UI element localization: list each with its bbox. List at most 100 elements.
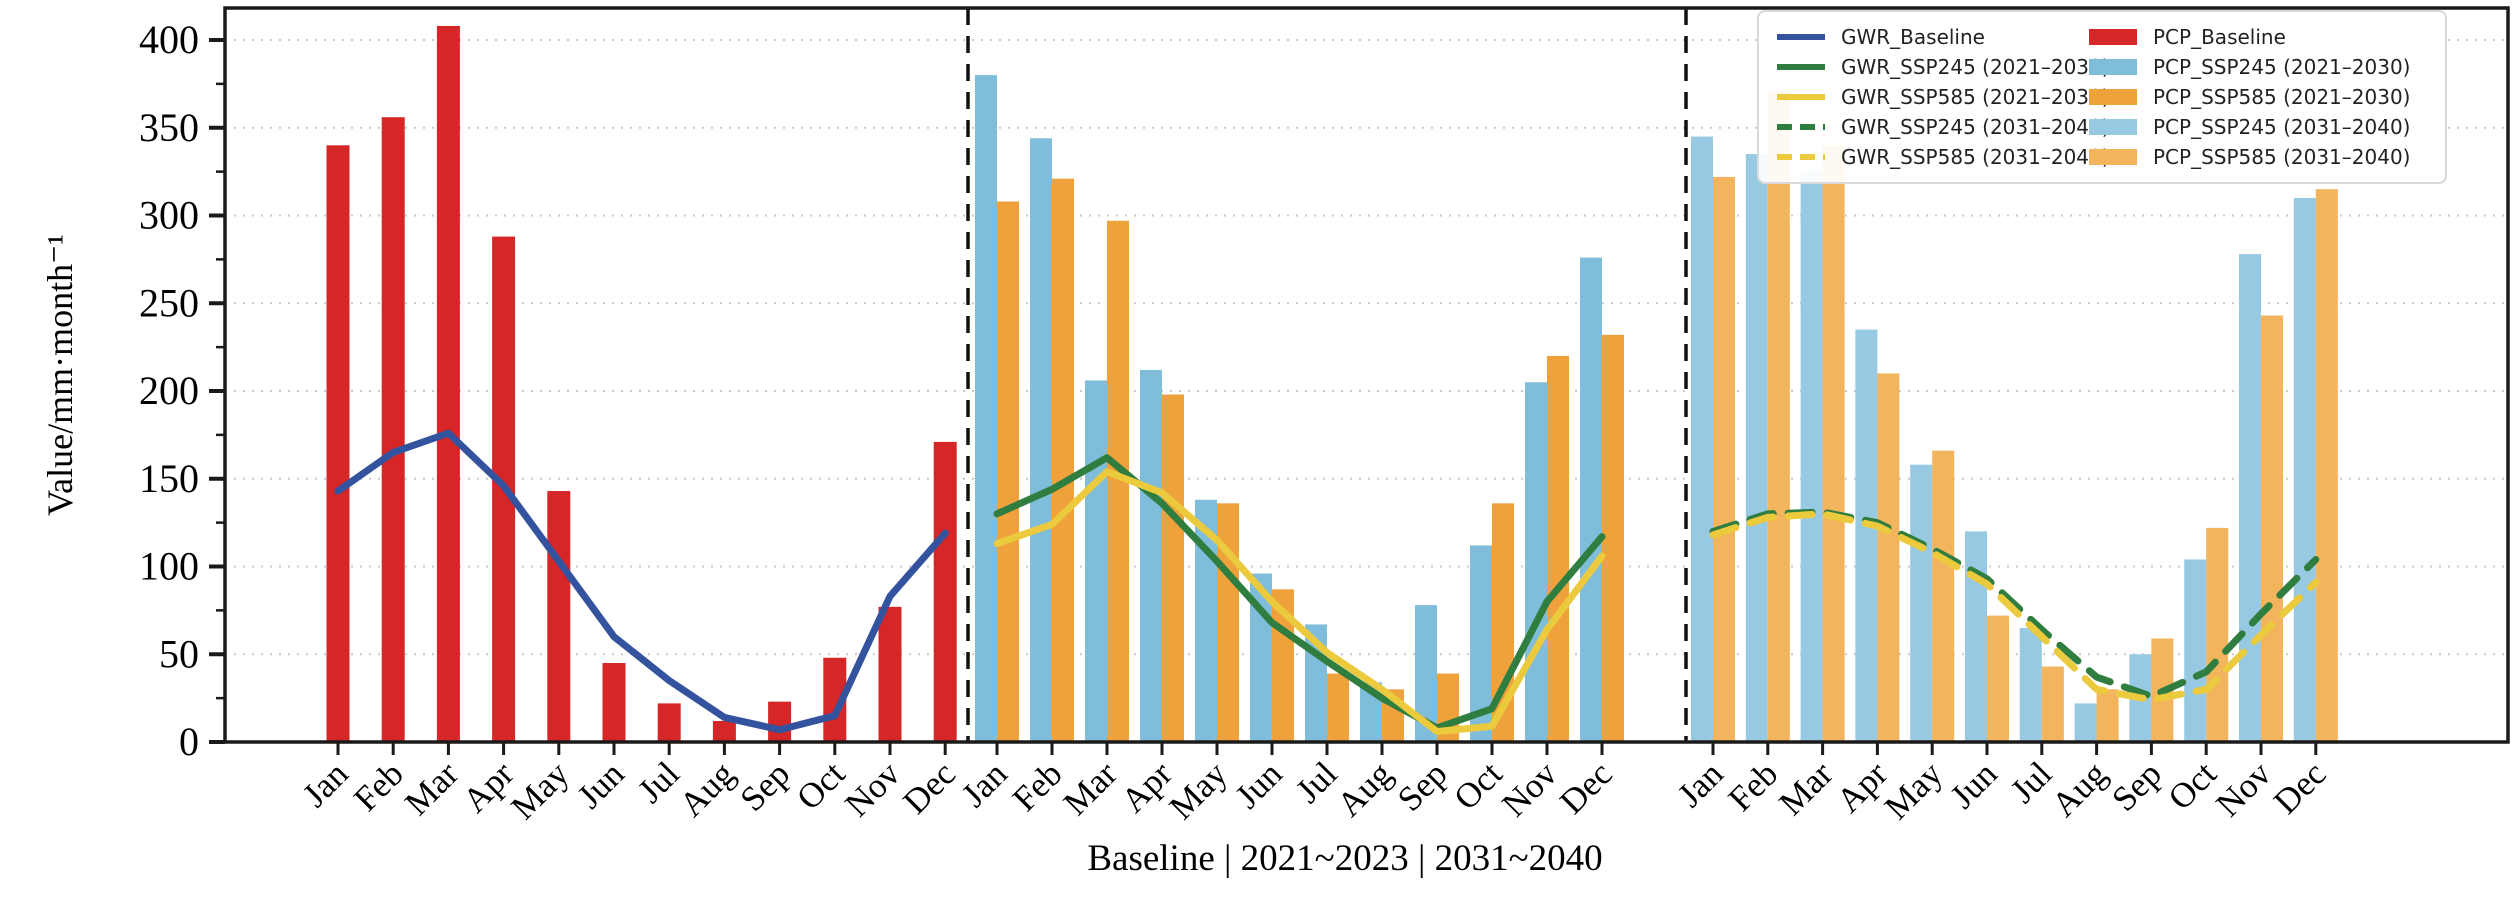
x-tick-label-aug-p1: Aug bbox=[672, 754, 742, 824]
legend-label: PCP_Baseline bbox=[2153, 25, 2286, 49]
bar-pcp-ssp585-2031-2040--Aug bbox=[2096, 689, 2119, 742]
legend-label: PCP_SSP245 (2031–2040) bbox=[2153, 115, 2411, 139]
bar-pcp-ssp585-2031-2040--Jul bbox=[2041, 666, 2064, 742]
line-gwr-ssp585-2021-2030- bbox=[993, 468, 1606, 735]
x-tick-label-jan-p3: Jan bbox=[1670, 754, 1731, 815]
x-tick-label-may-p2: May bbox=[1162, 754, 1235, 827]
legend-item-gwr-baseline: GWR_Baseline bbox=[1775, 25, 2087, 49]
legend-item-gwr-ssp585-2021-2030-: GWR_SSP585 (2021–2030) bbox=[1775, 85, 2110, 109]
legend-label: PCP_SSP585 (2021–2030) bbox=[2153, 85, 2411, 109]
legend-label: GWR_SSP585 (2031–2040) bbox=[1841, 145, 2110, 169]
bar-pcp-baseline-Jan bbox=[326, 145, 350, 743]
bar-pcp-ssp585-2021-2030--Apr bbox=[1162, 394, 1184, 742]
x-tick-label-oct-p2: Oct bbox=[1446, 754, 1510, 818]
line-gwr-ssp585-2031-2040- bbox=[1709, 510, 2320, 704]
bar-pcp-ssp245-2031-2040--Nov bbox=[2239, 254, 2261, 743]
bar-pcp-ssp245-2021-2030--Mar bbox=[1085, 380, 1107, 742]
x-axis-group-label: Baseline | 2021~2023 | 2031~2040 bbox=[1087, 838, 1602, 879]
bar-pcp-baseline-Sep bbox=[768, 701, 792, 742]
bar-pcp-ssp245-2021-2030--Dec bbox=[1580, 257, 1602, 742]
legend-label: GWR_SSP245 (2031–2040) bbox=[1841, 115, 2110, 139]
x-tick-label-jun-p2: Jun bbox=[1228, 754, 1290, 816]
legend-line-swatch bbox=[1777, 34, 1825, 40]
x-tick-label-sep-p1: Sep bbox=[733, 754, 798, 819]
bar-pcp-ssp585-2031-2040--Dec bbox=[2315, 189, 2338, 743]
bar-pcp-baseline-Jul bbox=[657, 703, 681, 742]
bar-pcp-ssp245-2031-2040--Dec bbox=[2293, 197, 2316, 742]
bar-pcp-ssp585-2031-2040--Oct bbox=[2206, 527, 2229, 742]
x-tick-label-mar-p2: Mar bbox=[1056, 754, 1125, 823]
bar-pcp-ssp585-2021-2030--Mar bbox=[1107, 220, 1129, 742]
line-gwr-baseline bbox=[334, 429, 949, 734]
legend-label: GWR_SSP585 (2021–2030) bbox=[1841, 85, 2110, 109]
bar-pcp-ssp245-2021-2030--Nov bbox=[1525, 382, 1547, 742]
lines bbox=[334, 429, 2320, 735]
x-tick-label-dec-p1: Dec bbox=[895, 754, 962, 821]
legend: GWR_Baseline PCP_Baseline GWR_SSP245 (2021… bbox=[1757, 10, 2447, 184]
bar-pcp-ssp245-2031-2040--Jul bbox=[2019, 627, 2042, 742]
bar-pcp-ssp245-2031-2040--Apr bbox=[1855, 329, 1878, 742]
legend-item-gwr-ssp245-2031-2040-: GWR_SSP245 (2031–2040) bbox=[1775, 115, 2110, 139]
x-tick-label-dec-p2: Dec bbox=[1552, 754, 1619, 821]
line-gwr-ssp245-2021-2030- bbox=[993, 454, 1606, 732]
bar-pcp-ssp585-2021-2030--Jan bbox=[997, 201, 1019, 742]
bar-pcp-baseline-Mar bbox=[436, 25, 460, 742]
x-tick-label-jan-p1: Jan bbox=[295, 754, 356, 815]
bar-pcp-ssp585-2031-2040--Feb bbox=[1767, 90, 1790, 742]
bar-pcp-baseline-Jun bbox=[602, 663, 626, 742]
y-tick-label-200: 200 bbox=[139, 368, 199, 413]
x-tick-label-mar-p1: Mar bbox=[397, 754, 466, 823]
legend-line-swatch bbox=[1777, 124, 1825, 130]
x-tick-label-jun-p3: Jun bbox=[1943, 754, 2005, 816]
bar-pcp-ssp585-2021-2030--Nov bbox=[1547, 355, 1569, 742]
legend-patch-swatch bbox=[2089, 59, 2137, 75]
bar-pcp-ssp585-2031-2040--Mar bbox=[1822, 145, 1845, 743]
x-tick-label-sep-p3: Sep bbox=[2104, 754, 2169, 819]
bar-pcp-ssp585-2021-2030--Feb bbox=[1052, 178, 1074, 742]
x-tick-label-may-p1: May bbox=[504, 754, 577, 827]
x-tick-label-may-p3: May bbox=[1877, 754, 1950, 827]
legend-label: PCP_SSP585 (2031–2040) bbox=[2153, 145, 2411, 169]
bar-pcp-baseline-Oct bbox=[823, 657, 847, 742]
x-tick-label-feb-p1: Feb bbox=[346, 754, 411, 819]
x-tick-label-dec-p3: Dec bbox=[2266, 754, 2333, 821]
legend-label: GWR_Baseline bbox=[1841, 25, 1985, 49]
bar-pcp-ssp245-2021-2030--Oct bbox=[1470, 545, 1492, 742]
bar-pcp-ssp245-2031-2040--Oct bbox=[2184, 559, 2207, 742]
legend-patch-swatch bbox=[2089, 29, 2137, 45]
x-tick-label-feb-p3: Feb bbox=[1721, 754, 1786, 819]
legend-item-gwr-ssp585-2031-2040-: GWR_SSP585 (2031–2040) bbox=[1775, 145, 2110, 169]
bar-pcp-ssp585-2031-2040--Apr bbox=[1877, 373, 1900, 742]
bar-pcp-baseline-Nov bbox=[878, 606, 902, 742]
legend-patch-swatch bbox=[2089, 89, 2137, 105]
legend-line-swatch bbox=[1777, 154, 1825, 160]
y-tick-label-50: 50 bbox=[159, 631, 199, 676]
x-tick-label-oct-p1: Oct bbox=[789, 754, 853, 818]
x-tick-label-jun-p1: Jun bbox=[570, 754, 632, 816]
bar-pcp-baseline-May bbox=[547, 491, 571, 742]
legend-item-pcp-ssp245-2031-2040-: PCP_SSP245 (2031–2040) bbox=[2087, 115, 2429, 139]
legend-patch-swatch bbox=[2089, 149, 2137, 165]
legend-item-gwr-ssp245-2021-2030-: GWR_SSP245 (2021–2030) bbox=[1775, 55, 2110, 79]
legend-item-pcp-ssp585-2031-2040-: PCP_SSP585 (2031–2040) bbox=[2087, 145, 2429, 169]
x-tick-label-sep-p2: Sep bbox=[1390, 754, 1455, 819]
bar-pcp-baseline-Feb bbox=[381, 117, 405, 743]
bar-pcp-ssp585-2021-2030--Dec bbox=[1602, 334, 1624, 742]
bar-pcp-ssp585-2021-2030--Jul bbox=[1327, 673, 1349, 742]
bar-pcp-baseline-Aug bbox=[712, 720, 736, 742]
x-tick-label-jan-p2: Jan bbox=[954, 754, 1015, 815]
x-tick-label-oct-p3: Oct bbox=[2161, 754, 2225, 818]
x-tick-label-nov-p1: Nov bbox=[837, 754, 908, 825]
plot-border bbox=[223, 6, 2510, 744]
x-tick-label-feb-p2: Feb bbox=[1005, 754, 1070, 819]
legend-item-pcp-baseline: PCP_Baseline bbox=[2087, 25, 2429, 49]
y-tick-label-150: 150 bbox=[139, 456, 199, 501]
legend-line-swatch bbox=[1777, 94, 1825, 100]
y-tick-label-300: 300 bbox=[139, 193, 199, 238]
legend-item-pcp-ssp585-2021-2030-: PCP_SSP585 (2021–2030) bbox=[2087, 85, 2429, 109]
plot-frame bbox=[223, 6, 2510, 744]
legend-label: GWR_SSP245 (2021–2030) bbox=[1841, 55, 2110, 79]
x-tick-label-apr-p1: Apr bbox=[455, 754, 521, 820]
